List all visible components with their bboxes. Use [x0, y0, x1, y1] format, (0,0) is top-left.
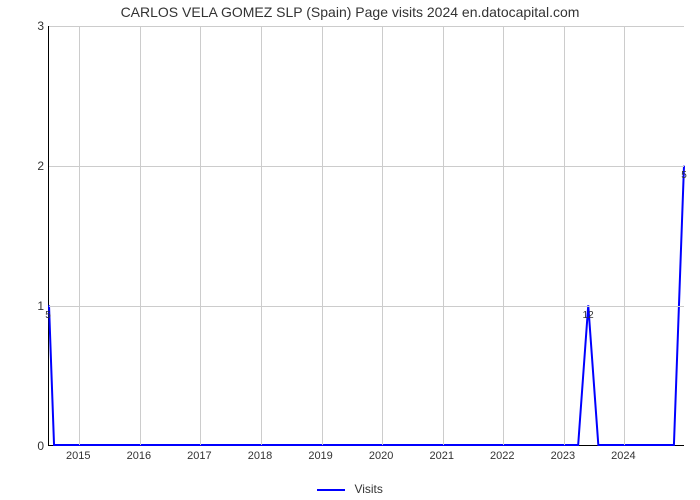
gridline-vertical — [382, 26, 383, 445]
gridline-vertical — [503, 26, 504, 445]
x-tick-label: 2017 — [187, 450, 211, 462]
chart-title: CARLOS VELA GOMEZ SLP (Spain) Page visit… — [0, 4, 700, 20]
x-tick-label: 2018 — [248, 450, 272, 462]
gridline-horizontal — [49, 306, 684, 307]
x-tick-label: 2022 — [490, 450, 514, 462]
y-tick-label: 0 — [30, 439, 44, 453]
x-tick-label: 2016 — [127, 450, 151, 462]
x-tick-label: 2019 — [308, 450, 332, 462]
gridline-horizontal — [49, 26, 684, 27]
gridline-vertical — [443, 26, 444, 445]
data-point-label: 5 — [45, 310, 51, 321]
data-point-label: 12 — [583, 310, 594, 321]
gridline-vertical — [200, 26, 201, 445]
line-series — [49, 26, 684, 445]
legend-swatch — [317, 489, 345, 491]
y-tick-label: 2 — [30, 159, 44, 173]
gridline-vertical — [261, 26, 262, 445]
y-tick-label: 3 — [30, 19, 44, 33]
gridline-horizontal — [49, 166, 684, 167]
y-tick-label: 1 — [30, 299, 44, 313]
legend-label: Visits — [354, 482, 382, 496]
x-tick-label: 2021 — [429, 450, 453, 462]
gridline-vertical — [79, 26, 80, 445]
gridline-vertical — [140, 26, 141, 445]
x-tick-label: 2015 — [66, 450, 90, 462]
plot-area — [48, 26, 684, 446]
x-tick-label: 2023 — [551, 450, 575, 462]
gridline-vertical — [564, 26, 565, 445]
legend: Visits — [0, 482, 700, 496]
gridline-vertical — [624, 26, 625, 445]
x-tick-label: 2024 — [611, 450, 635, 462]
gridline-vertical — [322, 26, 323, 445]
chart-container: CARLOS VELA GOMEZ SLP (Spain) Page visit… — [0, 0, 700, 500]
x-tick-label: 2020 — [369, 450, 393, 462]
data-point-label: 5 — [681, 170, 687, 181]
